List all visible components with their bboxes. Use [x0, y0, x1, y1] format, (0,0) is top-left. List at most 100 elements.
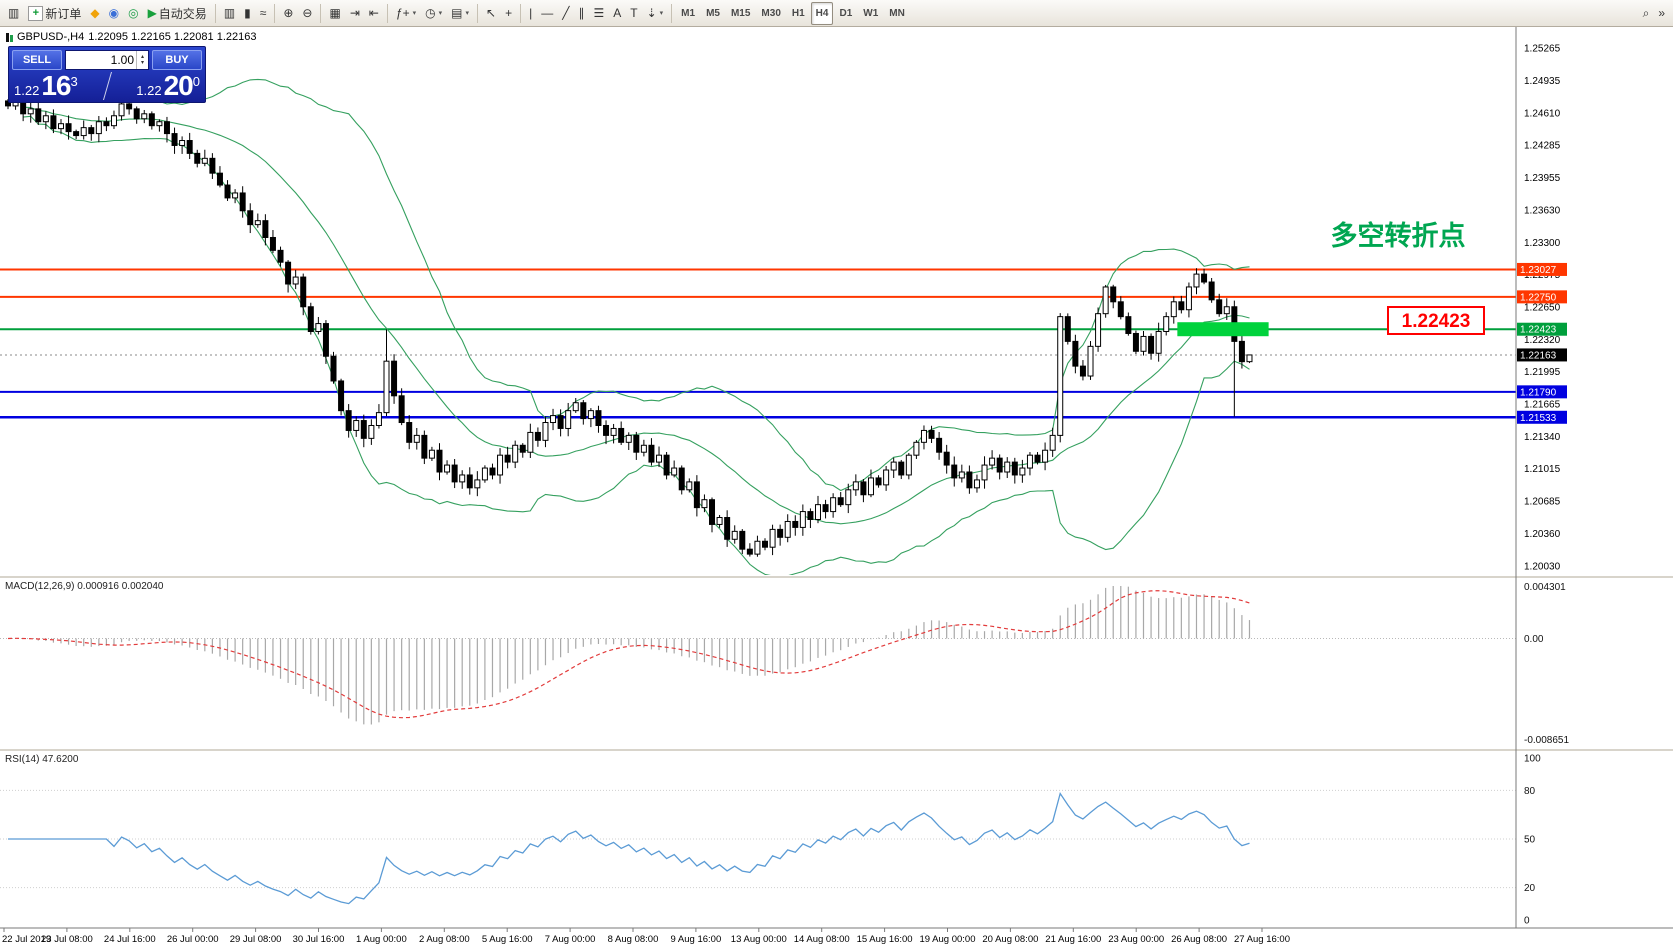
toolbar-overflow-icon[interactable]: »	[1658, 6, 1665, 20]
volume-input[interactable]: 1.00 ▴ ▾	[65, 50, 149, 70]
time-axis-label: 23 Aug 00:00	[1108, 934, 1164, 945]
text-label-icon[interactable]: T	[626, 2, 641, 25]
timeframe-m15[interactable]: M15	[730, 7, 751, 19]
candle-body	[421, 434, 428, 459]
equidistant-channel-icon[interactable]: ∥	[574, 2, 588, 25]
text-icon: A	[613, 6, 622, 20]
time-axis-label: 20 Aug 08:00	[982, 934, 1038, 945]
volume-value[interactable]: 1.00	[110, 53, 134, 67]
timeframe-w1[interactable]: W1	[863, 7, 879, 19]
candle-body	[444, 464, 451, 473]
cursor-icon[interactable]: ↖	[482, 2, 500, 25]
timeframe-m1[interactable]: M1	[681, 7, 696, 19]
candle-body	[1193, 273, 1200, 288]
arrow-objects-icon[interactable]: ⇣ ▾	[643, 2, 668, 25]
spinner-down-icon[interactable]: ▾	[140, 60, 144, 66]
vertical-line-icon[interactable]: |	[525, 2, 536, 25]
toolbar-separator	[274, 3, 276, 23]
trendline-icon[interactable]: ╱	[558, 2, 573, 25]
price-tag-text: 1.21790	[1520, 387, 1557, 398]
search-icon[interactable]: ⌕	[1642, 5, 1650, 20]
sell-button[interactable]: SELL	[12, 50, 62, 70]
periods-icon[interactable]: ◷ ▾	[421, 2, 446, 25]
spinner-up-icon[interactable]: ▴	[140, 54, 144, 60]
panel-splitter[interactable]	[0, 575, 1673, 578]
tile-windows-icon[interactable]: ▦	[325, 2, 344, 25]
chart-title-symbol: GBPUSD-,H4	[17, 31, 85, 43]
candle-body	[754, 540, 761, 555]
mql5-icon[interactable]: ◆	[86, 2, 103, 25]
macd-histogram	[14, 586, 1251, 725]
rsi-axis-label: 50	[1524, 835, 1536, 846]
new-order-button[interactable]: + 新订单	[24, 2, 85, 25]
candle-body	[875, 477, 882, 486]
volume-spinner[interactable]: ▴ ▾	[136, 51, 148, 69]
candle-body	[633, 434, 640, 453]
price-axis-label: 1.20685	[1524, 497, 1561, 508]
panel-splitter[interactable]	[0, 748, 1673, 751]
text-label-icon: T	[630, 6, 638, 20]
crosshair-icon[interactable]: +	[501, 2, 516, 25]
price-axis-label: 1.23300	[1524, 238, 1561, 249]
candle-body	[701, 499, 708, 509]
auto-scroll-icon[interactable]: ⇥	[346, 2, 364, 25]
indicators-icon[interactable]: ƒ+ ▾	[392, 2, 420, 25]
price-axis-label: 1.21340	[1524, 432, 1561, 443]
highlight-zone[interactable]	[1177, 322, 1269, 337]
toolbar-separator	[320, 3, 322, 23]
zoom-in-icon[interactable]: ⊕	[279, 2, 297, 25]
new-order-label: 新订单	[45, 6, 82, 21]
candle-body	[852, 481, 859, 491]
candle-body	[928, 429, 935, 439]
line-chart-icon[interactable]: ≈	[256, 2, 271, 25]
community-icon[interactable]: ◎	[124, 2, 142, 25]
text-icon[interactable]: A	[609, 2, 625, 25]
price-axis-label: 1.24610	[1524, 108, 1561, 119]
bollinger-upper-band	[22, 78, 1250, 492]
crosshair-icon: +	[505, 6, 513, 20]
timeframe-d1[interactable]: D1	[839, 7, 853, 19]
fibonacci-icon[interactable]: ☰	[589, 2, 608, 25]
buy-button[interactable]: BUY	[152, 50, 202, 70]
timeframe-mn[interactable]: MN	[889, 7, 905, 19]
price-axis-label: 1.24285	[1524, 140, 1561, 151]
candle-body	[95, 121, 102, 135]
candle-body	[640, 444, 647, 453]
horizontal-line-icon[interactable]: —	[537, 2, 557, 25]
bid-price[interactable]: 1.22 16 3	[14, 72, 78, 100]
candle-body	[618, 427, 625, 443]
zoom-out-icon[interactable]: ⊖	[298, 2, 316, 25]
candle-body	[905, 454, 912, 476]
candle-body	[678, 467, 685, 491]
candle-body	[497, 454, 504, 476]
time-axis-label: 1 Aug 00:00	[356, 934, 407, 945]
indicators-icon: ƒ+	[395, 6, 410, 20]
bar-chart-icon[interactable]: ▥	[220, 2, 239, 25]
chart-shift-icon[interactable]: ⇤	[365, 2, 383, 25]
candle-body	[512, 444, 519, 463]
candle-body	[254, 220, 261, 226]
toolbar-separator	[386, 3, 388, 23]
ask-price[interactable]: 1.22 20 0	[136, 72, 200, 100]
candle-body	[133, 108, 140, 120]
price-callout-box[interactable]	[1387, 306, 1485, 335]
auto-trading-button[interactable]: ▶ 自动交易	[144, 2, 211, 25]
profile-icon[interactable]: ◉	[105, 2, 123, 25]
timeframe-h4[interactable]: H4	[810, 1, 834, 25]
auto-trading-icon: ▶	[147, 6, 157, 20]
chart-window-icon[interactable]: ▥	[4, 2, 23, 25]
time-axis-label: 2 Aug 08:00	[419, 934, 470, 945]
bollinger-middle-band	[23, 106, 1250, 525]
chart-area[interactable]: 多空转折点 1.22423 MACD(12,26,9) 0.000916 0.002…	[0, 27, 1673, 950]
macd-axis-label: 0.004301	[1524, 582, 1566, 593]
timeframe-m5[interactable]: M5	[706, 7, 720, 19]
candlestick-chart-icon[interactable]: ▮	[240, 2, 255, 25]
timeframe-h1[interactable]: H1	[791, 7, 805, 19]
templates-icon[interactable]: ▤ ▾	[447, 2, 473, 25]
candle-body	[898, 461, 905, 476]
candle-body	[360, 420, 367, 439]
candle-body	[920, 429, 927, 443]
candle-body	[194, 152, 201, 164]
candle-body	[1011, 461, 1018, 476]
timeframe-m30[interactable]: M30	[761, 7, 781, 19]
